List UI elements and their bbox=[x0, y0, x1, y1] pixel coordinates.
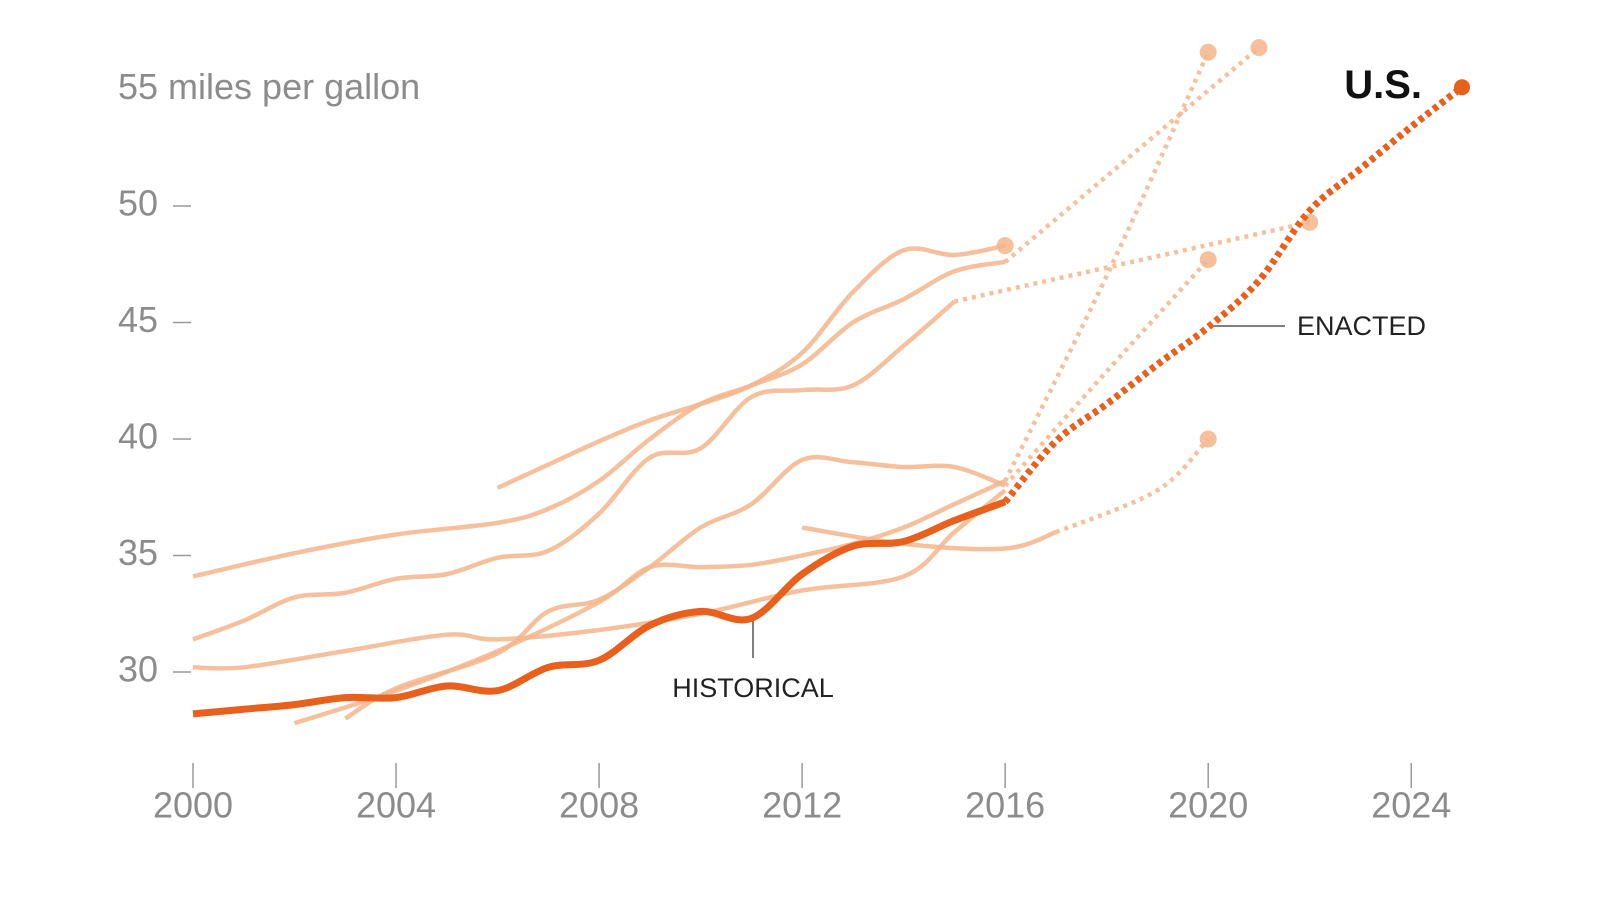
series-line bbox=[344, 454, 1006, 721]
end-marker bbox=[1199, 43, 1217, 61]
y-tick-label: 55 miles per gallon bbox=[118, 66, 420, 107]
series-line bbox=[496, 243, 1006, 490]
end-marker bbox=[1199, 430, 1217, 448]
series-line bbox=[192, 299, 956, 642]
y-tick-label: 40 bbox=[118, 416, 158, 457]
series-line bbox=[192, 498, 1007, 718]
y-tick-label: 30 bbox=[118, 648, 158, 689]
x-tick-label: 2012 bbox=[762, 785, 842, 826]
y-tick-label: 50 bbox=[118, 183, 158, 224]
series-line bbox=[1002, 84, 1465, 505]
end-marker bbox=[996, 237, 1014, 255]
x-tick-label: 2008 bbox=[559, 785, 639, 826]
annotation: HISTORICAL bbox=[672, 673, 834, 703]
series-line bbox=[1003, 45, 1261, 264]
series-line bbox=[1055, 437, 1210, 535]
series-label: U.S. bbox=[1344, 63, 1422, 107]
series-line bbox=[192, 488, 1007, 671]
x-tick-label: 2004 bbox=[356, 785, 436, 826]
end-marker bbox=[1250, 39, 1268, 57]
series-line bbox=[801, 525, 1057, 552]
x-tick-label: 2020 bbox=[1168, 785, 1248, 826]
series-line bbox=[953, 220, 1311, 304]
x-tick-label: 2024 bbox=[1371, 785, 1451, 826]
end-marker bbox=[1454, 79, 1470, 96]
x-tick-label: 2000 bbox=[153, 785, 233, 826]
x-tick-label: 2016 bbox=[965, 785, 1045, 826]
series-line bbox=[192, 259, 1006, 579]
series-line bbox=[1003, 258, 1210, 488]
y-tick-label: 45 bbox=[118, 299, 158, 340]
series-line bbox=[1003, 51, 1211, 482]
annotation: ENACTED bbox=[1297, 311, 1426, 341]
plot: 30 35 40 45 55 miles per gallon 50 2000 2004 200… bbox=[118, 39, 1470, 826]
y-tick-label: 35 bbox=[118, 532, 158, 573]
end-marker bbox=[1199, 251, 1217, 269]
